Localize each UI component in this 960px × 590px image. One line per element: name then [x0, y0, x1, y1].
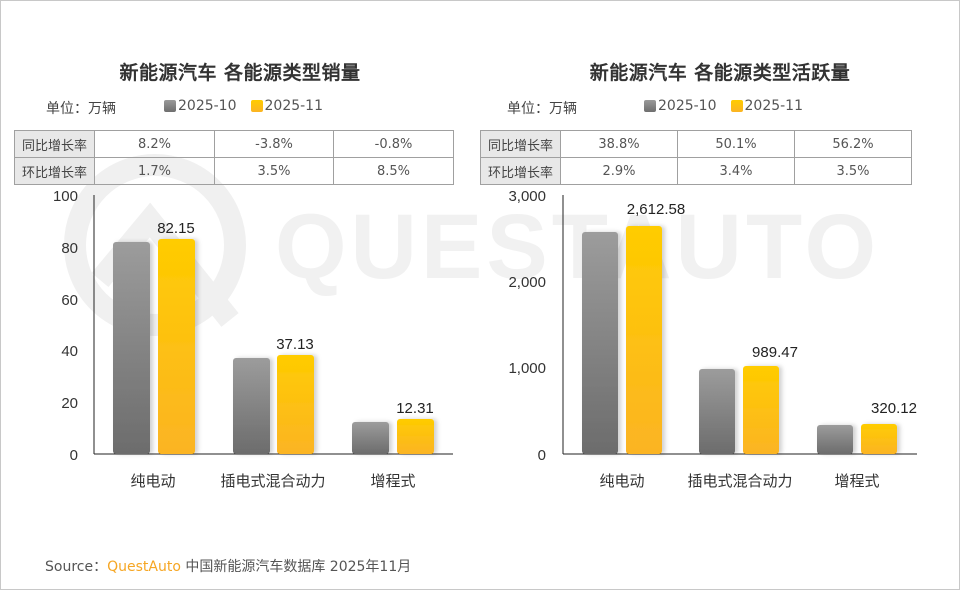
data-label: 37.13	[276, 336, 314, 353]
legend-item-2025-11: 2025-11	[250, 98, 324, 114]
yoy-cell: 8.2%	[94, 130, 215, 158]
y-tick: 2,000	[508, 274, 546, 291]
bar-erev-2025-10	[817, 425, 853, 454]
growth-table: 同比增长率 38.8% 50.1% 56.2% 环比增长率 2.9% 3.4% …	[480, 130, 912, 185]
bar-series	[582, 226, 897, 454]
bar-bev-2025-10	[582, 232, 618, 454]
y-tick: 80	[61, 240, 78, 257]
bar-phev-2025-11	[277, 355, 314, 454]
y-tick: 40	[61, 343, 78, 360]
y-tick: 3,000	[508, 188, 546, 205]
bar-bev-2025-11	[158, 239, 195, 454]
legend-label: 2025-11	[264, 98, 324, 114]
sales-panel: 新能源汽车 各能源类型销量 单位：万辆 2025-10 2025-11 同比增长…	[0, 0, 480, 540]
data-label: 82.15	[157, 220, 195, 237]
chart-legend: 2025-10 2025-11	[164, 98, 323, 114]
legend-label: 2025-10	[658, 98, 717, 114]
unit-label: 单位：万辆	[46, 101, 116, 117]
data-label: 320.12	[871, 400, 917, 417]
bar-erev-2025-11	[861, 424, 897, 454]
y-axis-ticks: 100 80 60 40 20 0	[53, 188, 78, 464]
yoy-cell: 56.2%	[794, 130, 912, 158]
x-category-label: 插电式混合动力	[220, 472, 325, 490]
x-category-label: 增程式	[834, 472, 879, 490]
bar-bev-2025-11	[626, 226, 662, 454]
data-labels: 2,612.58 989.47 320.12	[627, 201, 917, 417]
active-panel: 新能源汽车 各能源类型活跃量 单位：万辆 2025-10 2025-11 同比增…	[480, 0, 960, 540]
legend-label: 2025-11	[744, 98, 804, 114]
mom-row: 环比增长率 2.9% 3.4% 3.5%	[480, 157, 912, 185]
legend-swatch-gray-icon	[644, 100, 656, 112]
mom-cell: 3.5%	[214, 157, 334, 185]
yoy-row-header: 同比增长率	[14, 130, 95, 158]
mom-cell: 8.5%	[333, 157, 454, 185]
x-axis-categories: 纯电动 插电式混合动力 增程式	[130, 472, 415, 490]
bar-bev-2025-10	[113, 242, 150, 454]
data-label: 12.31	[396, 400, 434, 417]
active-chart-title: 新能源汽车 各能源类型活跃量	[589, 62, 851, 84]
bar-phev-2025-10	[233, 358, 270, 454]
bar-erev-2025-11	[397, 419, 434, 454]
y-tick: 0	[70, 447, 78, 464]
yoy-cell: 38.8%	[560, 130, 678, 158]
yoy-row-header: 同比增长率	[480, 130, 561, 158]
legend-item-2025-10: 2025-10	[164, 98, 237, 114]
data-label: 2,612.58	[627, 201, 685, 218]
legend-item-2025-10: 2025-10	[644, 98, 717, 114]
data-labels: 82.15 37.13 12.31	[157, 220, 434, 417]
mom-cell: 3.5%	[794, 157, 912, 185]
x-axis-categories: 纯电动 插电式混合动力 增程式	[599, 472, 879, 490]
bar-phev-2025-10	[699, 369, 735, 454]
source-brand: QuestAuto	[107, 559, 181, 575]
legend-swatch-gray-icon	[164, 100, 176, 112]
mom-row-header: 环比增长率	[14, 157, 95, 185]
mom-cell: 2.9%	[560, 157, 678, 185]
y-tick: 60	[61, 292, 78, 309]
yoy-cell: -3.8%	[214, 130, 334, 158]
legend-item-2025-11: 2025-11	[730, 98, 804, 114]
x-category-label: 纯电动	[130, 472, 175, 490]
mom-row-header: 环比增长率	[480, 157, 561, 185]
active-bar-chart: 3,000 2,000 1,000 0 2,612.58 989.47 320.…	[508, 188, 917, 490]
bar-erev-2025-10	[352, 422, 389, 454]
y-axis-ticks: 3,000 2,000 1,000 0	[508, 188, 546, 464]
sales-chart-title: 新能源汽车 各能源类型销量	[119, 62, 361, 84]
yoy-row: 同比增长率 38.8% 50.1% 56.2%	[480, 130, 912, 158]
bar-phev-2025-11	[743, 366, 779, 454]
yoy-cell: -0.8%	[333, 130, 454, 158]
bar-series	[113, 239, 434, 454]
legend-swatch-gold-icon	[250, 100, 263, 112]
data-label: 989.47	[752, 344, 798, 361]
yoy-cell: 50.1%	[677, 130, 795, 158]
unit-label: 单位：万辆	[507, 101, 577, 117]
growth-table: 同比增长率 8.2% -3.8% -0.8% 环比增长率 1.7% 3.5% 8…	[14, 130, 454, 185]
x-category-label: 纯电动	[599, 472, 644, 490]
x-category-label: 插电式混合动力	[687, 472, 792, 490]
mom-row: 环比增长率 1.7% 3.5% 8.5%	[14, 157, 454, 185]
y-tick: 0	[538, 447, 546, 464]
source-prefix: Source：	[45, 559, 108, 575]
source-text: 中国新能源汽车数据库 2025年11月	[180, 559, 412, 575]
y-tick: 100	[53, 188, 78, 205]
chart-legend: 2025-10 2025-11	[644, 98, 803, 114]
y-tick: 1,000	[508, 360, 546, 377]
yoy-row: 同比增长率 8.2% -3.8% -0.8%	[14, 130, 454, 158]
x-category-label: 增程式	[370, 472, 415, 490]
mom-cell: 3.4%	[677, 157, 795, 185]
source-note: Source：QuestAuto 中国新能源汽车数据库 2025年11月	[45, 556, 411, 576]
legend-swatch-gold-icon	[730, 100, 743, 112]
y-tick: 20	[61, 395, 78, 412]
sales-bar-chart: 100 80 60 40 20 0 82.15 37.13 12.31 纯电动 …	[53, 188, 453, 490]
mom-cell: 1.7%	[94, 157, 215, 185]
legend-label: 2025-10	[178, 98, 237, 114]
